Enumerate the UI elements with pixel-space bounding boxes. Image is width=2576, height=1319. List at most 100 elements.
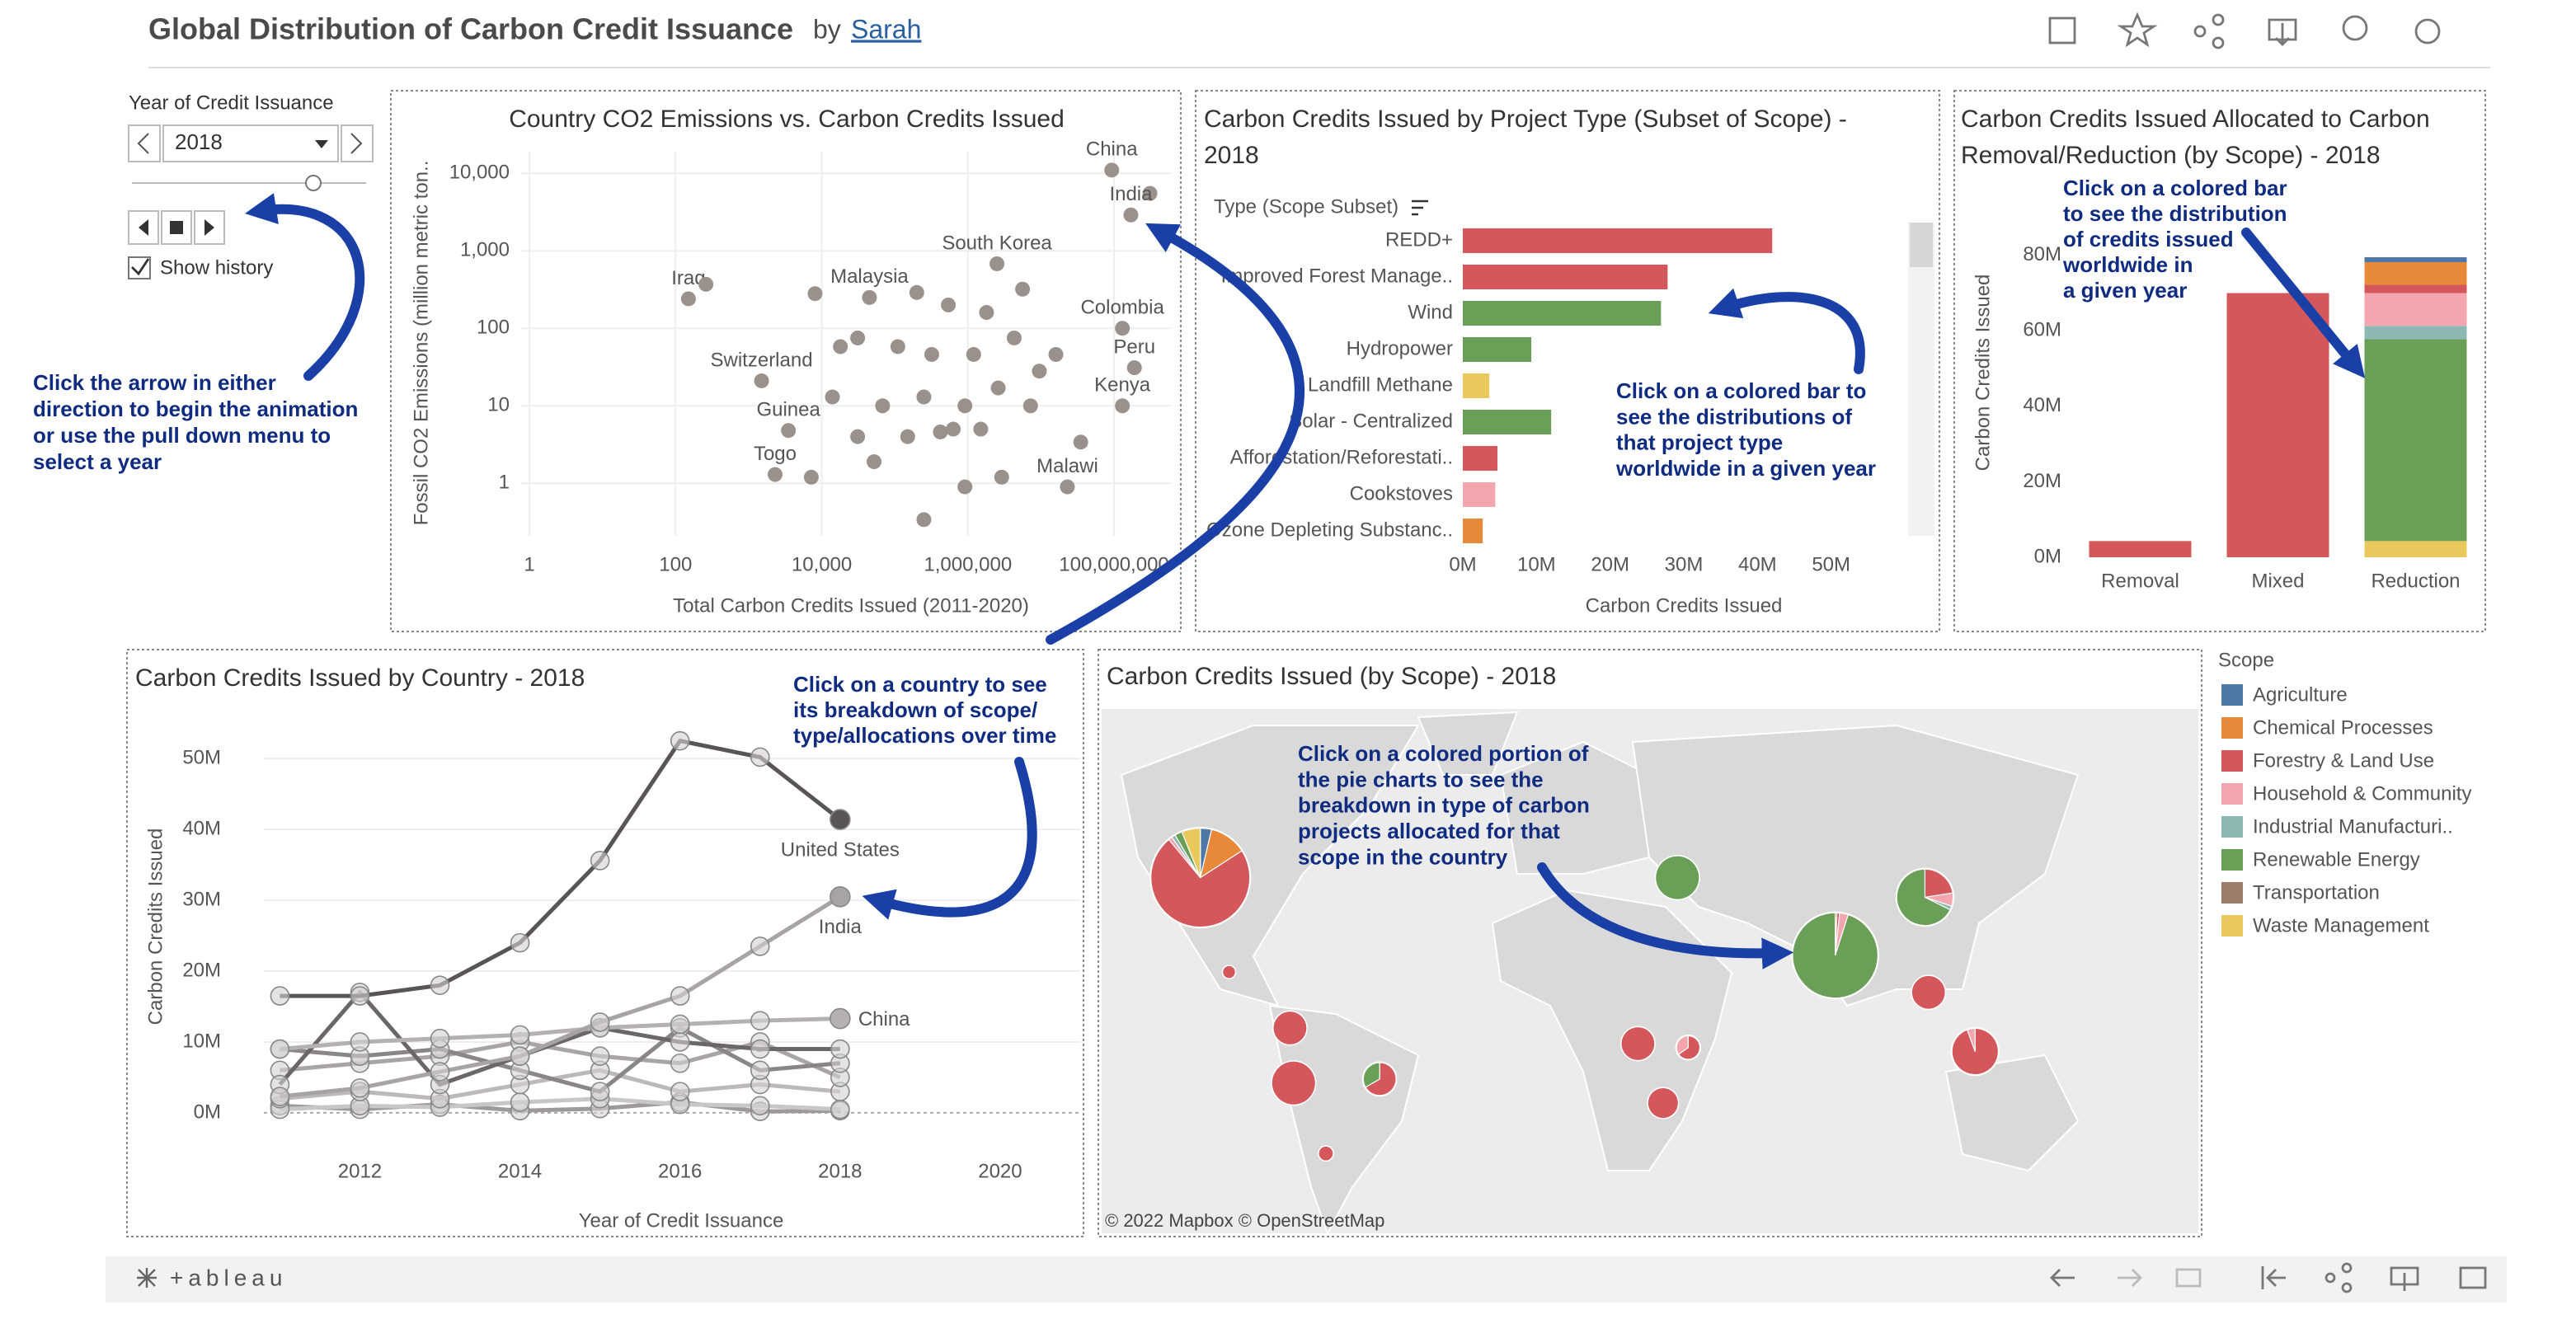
edit-icon[interactable] <box>2048 16 2076 45</box>
scatter-point[interactable] <box>754 373 769 388</box>
scatter-point[interactable] <box>909 284 924 300</box>
country-pie[interactable] <box>1317 1145 1334 1162</box>
favorite-icon[interactable] <box>2117 12 2158 48</box>
bar-segment[interactable] <box>2364 326 2467 340</box>
scatter-point[interactable] <box>994 469 1009 485</box>
scatter-point[interactable] <box>862 289 877 305</box>
scatter-point[interactable] <box>990 256 1005 271</box>
bar-segment[interactable] <box>2364 541 2467 557</box>
series-line[interactable] <box>280 1016 840 1052</box>
bar-segment[interactable] <box>2089 541 2192 557</box>
scatter-point[interactable] <box>916 512 932 528</box>
scatter-point[interactable] <box>1142 185 1158 201</box>
scatter-point[interactable] <box>916 389 932 405</box>
country-pie[interactable] <box>1361 1061 1398 1097</box>
pie-slice[interactable] <box>1272 1061 1315 1105</box>
slider-knob[interactable] <box>305 175 322 191</box>
series-line[interactable] <box>278 988 840 1087</box>
legend-swatch[interactable] <box>2221 684 2243 706</box>
scrollbar-thumb[interactable] <box>1910 223 1933 267</box>
scatter-point[interactable] <box>850 429 866 444</box>
legend-swatch[interactable] <box>2221 849 2243 871</box>
bar-segment[interactable] <box>2364 293 2467 326</box>
scatter-point[interactable] <box>1015 281 1031 297</box>
legend-swatch[interactable] <box>2221 717 2243 739</box>
scatter-point[interactable] <box>1115 321 1131 336</box>
country-pie[interactable] <box>1272 1010 1308 1046</box>
country-pie[interactable] <box>1791 911 1879 1000</box>
legend-swatch[interactable] <box>2221 783 2243 805</box>
scatter-point[interactable] <box>1126 360 1142 376</box>
scatter-point[interactable] <box>890 339 905 354</box>
bar[interactable] <box>1463 337 1532 362</box>
series-line[interactable] <box>280 894 842 1099</box>
scatter-point[interactable] <box>1032 364 1047 379</box>
series-line[interactable] <box>280 1025 841 1094</box>
country-pie[interactable] <box>1654 855 1700 901</box>
scatter-point[interactable] <box>946 421 961 437</box>
legend-swatch[interactable] <box>2221 816 2243 838</box>
bar-segment[interactable] <box>2364 284 2467 293</box>
bar-segment[interactable] <box>2364 257 2467 262</box>
scatter-point[interactable] <box>803 469 819 485</box>
reset-button[interactable] <box>2261 1266 2286 1289</box>
scatter-point[interactable] <box>941 297 957 312</box>
country-pie[interactable] <box>1895 867 1955 927</box>
pie-slice[interactable] <box>1676 1035 1689 1055</box>
undo-button[interactable] <box>2050 1269 2075 1287</box>
country-pie[interactable] <box>1221 965 1237 979</box>
scatter-point[interactable] <box>979 305 994 321</box>
pie-slice[interactable] <box>1677 1035 1701 1060</box>
legend-swatch[interactable] <box>2221 750 2243 772</box>
download-icon[interactable] <box>2268 18 2297 46</box>
pie-slice[interactable] <box>1223 965 1235 979</box>
download-button[interactable] <box>2390 1266 2419 1291</box>
country-pie[interactable] <box>1675 1034 1702 1061</box>
series-line[interactable] <box>280 1100 840 1114</box>
pie-slice[interactable] <box>1365 1062 1397 1096</box>
legend-swatch[interactable] <box>2221 882 2243 904</box>
bar[interactable] <box>1463 228 1773 253</box>
bar[interactable] <box>1463 265 1668 289</box>
scatter-point[interactable] <box>966 346 981 362</box>
bar-segment[interactable] <box>2226 293 2329 557</box>
scatter-point[interactable] <box>875 398 891 414</box>
scatter-point[interactable] <box>924 346 939 362</box>
series-line[interactable] <box>280 1068 841 1101</box>
scatter-point[interactable] <box>807 286 823 302</box>
scatter-point[interactable] <box>698 276 714 292</box>
country-pie[interactable] <box>1149 827 1252 929</box>
country-pie[interactable] <box>1271 1060 1317 1106</box>
series-line[interactable] <box>280 1096 840 1112</box>
pie-slice[interactable] <box>1924 868 1953 899</box>
bar-segment[interactable] <box>2364 339 2467 542</box>
scatter-point[interactable] <box>1048 346 1064 362</box>
bar[interactable] <box>1463 410 1552 434</box>
scatter-point[interactable] <box>933 424 948 439</box>
pie-slice[interactable] <box>1150 838 1251 928</box>
scatter-point[interactable] <box>1022 398 1038 414</box>
scatter-point[interactable] <box>850 330 866 345</box>
scatter-point[interactable] <box>1115 398 1131 414</box>
redo-button[interactable] <box>2118 1269 2142 1287</box>
sort-icon[interactable] <box>1412 199 1428 216</box>
bar[interactable] <box>1463 373 1490 398</box>
settings-icon[interactable] <box>2414 18 2441 45</box>
scatter-point[interactable] <box>1060 479 1075 495</box>
metrics-icon[interactable] <box>2342 15 2368 41</box>
scatter-point[interactable] <box>1006 330 1022 345</box>
pie-slice[interactable] <box>1362 1062 1380 1088</box>
country-pie[interactable] <box>1911 974 1947 1011</box>
fullscreen-button[interactable] <box>2459 1266 2487 1289</box>
pie-slice[interactable] <box>1792 912 1878 999</box>
scatter-point[interactable] <box>867 454 882 470</box>
bar-segment[interactable] <box>2364 261 2467 285</box>
pie-slice[interactable] <box>1966 1027 1976 1052</box>
bar[interactable] <box>1463 446 1497 471</box>
bar[interactable] <box>1463 519 1483 543</box>
year-dropdown[interactable] <box>162 124 339 162</box>
scatter-point[interactable] <box>1123 207 1139 223</box>
scatter-point[interactable] <box>900 429 915 444</box>
scatter-point[interactable] <box>957 479 973 495</box>
play-back-button[interactable] <box>128 210 159 245</box>
